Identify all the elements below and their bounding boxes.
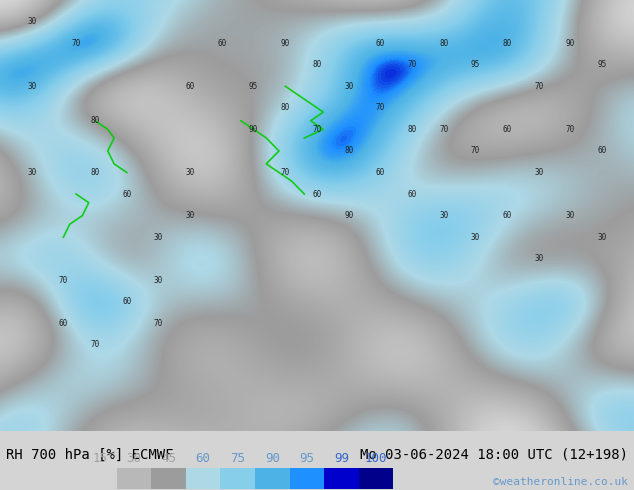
Text: 60: 60 (503, 125, 512, 134)
Text: 60: 60 (186, 82, 195, 91)
Text: 70: 70 (439, 125, 448, 134)
Text: 80: 80 (344, 147, 353, 155)
Text: 30: 30 (186, 168, 195, 177)
Text: 60: 60 (503, 211, 512, 220)
Bar (117, 468, 152, 489)
Bar (152, 468, 186, 489)
Text: 90: 90 (566, 39, 575, 48)
Bar (221, 468, 255, 489)
Text: 30: 30 (27, 17, 36, 26)
Bar (359, 468, 393, 489)
Text: 30: 30 (471, 233, 480, 242)
Text: 30: 30 (439, 211, 448, 220)
Text: 60: 60 (196, 452, 210, 466)
Text: 30: 30 (154, 276, 163, 285)
Text: ©weatheronline.co.uk: ©weatheronline.co.uk (493, 477, 628, 487)
Text: 30: 30 (186, 211, 195, 220)
Bar (186, 468, 221, 489)
Text: 30: 30 (598, 233, 607, 242)
Text: 30: 30 (154, 233, 163, 242)
Text: 100: 100 (365, 452, 387, 466)
Text: 60: 60 (313, 190, 321, 198)
Text: 70: 70 (471, 147, 480, 155)
Text: 30: 30 (534, 254, 543, 263)
Text: 60: 60 (376, 168, 385, 177)
Text: 30: 30 (566, 211, 575, 220)
Text: 60: 60 (408, 190, 417, 198)
Text: 80: 80 (408, 125, 417, 134)
Text: 99: 99 (334, 452, 349, 466)
Text: 70: 70 (154, 319, 163, 328)
Text: 95: 95 (598, 60, 607, 69)
Text: 80: 80 (439, 39, 448, 48)
Text: 90: 90 (281, 39, 290, 48)
Text: 60: 60 (376, 39, 385, 48)
Text: 30: 30 (27, 82, 36, 91)
Text: Mo 03-06-2024 18:00 UTC (12+198): Mo 03-06-2024 18:00 UTC (12+198) (359, 448, 628, 462)
Text: 95: 95 (249, 82, 258, 91)
Text: 70: 70 (534, 82, 543, 91)
Bar (255, 468, 290, 489)
Text: 80: 80 (91, 116, 100, 125)
Text: 80: 80 (91, 168, 100, 177)
Text: 95: 95 (299, 452, 314, 466)
Text: RH 700 hPa [%] ECMWF: RH 700 hPa [%] ECMWF (6, 448, 174, 462)
Text: 70: 70 (408, 60, 417, 69)
Text: 70: 70 (91, 341, 100, 349)
Text: 60: 60 (59, 319, 68, 328)
Bar (324, 468, 359, 489)
Text: 15: 15 (92, 452, 107, 466)
Text: 30: 30 (127, 452, 141, 466)
Text: 30: 30 (534, 168, 543, 177)
Text: 90: 90 (265, 452, 280, 466)
Text: 30: 30 (344, 82, 353, 91)
Text: 70: 70 (72, 39, 81, 48)
Text: 60: 60 (217, 39, 226, 48)
Text: 70: 70 (376, 103, 385, 112)
Text: 30: 30 (27, 168, 36, 177)
Text: 60: 60 (598, 147, 607, 155)
Text: 60: 60 (122, 190, 131, 198)
Text: 80: 80 (503, 39, 512, 48)
Text: 70: 70 (59, 276, 68, 285)
Text: 70: 70 (281, 168, 290, 177)
Text: 95: 95 (471, 60, 480, 69)
Text: 70: 70 (566, 125, 575, 134)
Bar (82, 468, 117, 489)
Text: 90: 90 (344, 211, 353, 220)
Text: 60: 60 (122, 297, 131, 306)
Text: 45: 45 (161, 452, 176, 466)
Text: 70: 70 (313, 125, 321, 134)
Text: 90: 90 (249, 125, 258, 134)
Bar (290, 468, 324, 489)
Text: 80: 80 (281, 103, 290, 112)
Text: 80: 80 (313, 60, 321, 69)
Text: 75: 75 (230, 452, 245, 466)
